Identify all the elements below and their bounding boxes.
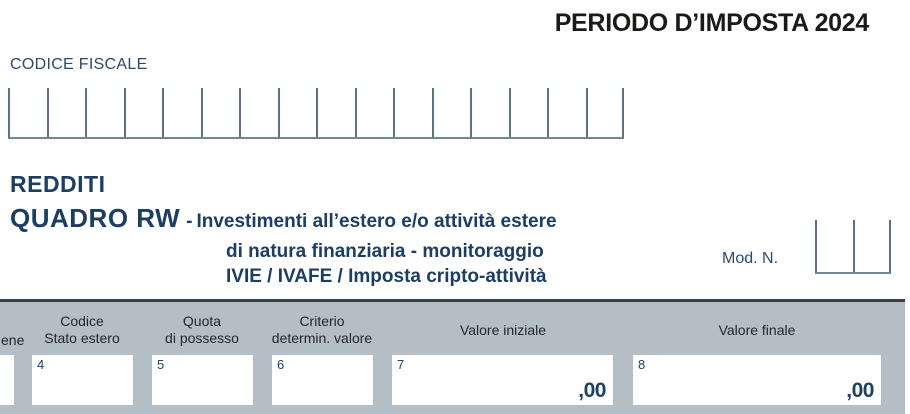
rw-table-header-band: ene Codice Stato estero 4 Quota di posse… xyxy=(0,299,905,414)
codice-fiscale-cell[interactable] xyxy=(8,88,47,137)
codice-fiscale-cell[interactable] xyxy=(123,88,163,137)
quadro-rw-subtitle-line2: di natura finanziaria - monitoraggio xyxy=(226,241,544,262)
decimal-suffix-valore-finale: ,00 xyxy=(846,379,874,402)
input-box-criterio-determin-valore[interactable]: 6 xyxy=(272,355,373,405)
input-box-valore-iniziale[interactable]: 7 ,00 xyxy=(392,355,613,405)
codice-fiscale-cell[interactable] xyxy=(470,88,509,137)
field-number-7: 7 xyxy=(397,357,405,372)
input-box-codice-stato-estero[interactable]: 4 xyxy=(32,355,133,405)
quadro-rw-subtitle-line3: IVIE / IVAFE / Imposta cripto-attività xyxy=(226,266,547,287)
codice-fiscale-cell[interactable] xyxy=(393,88,432,137)
input-box-valore-finale[interactable]: 8 ,00 xyxy=(633,355,881,405)
mod-n-cell[interactable] xyxy=(853,220,891,272)
quadro-rw-heading: QUADRO RW - Investimenti all’estero e/o at… xyxy=(10,203,557,234)
codice-fiscale-cell[interactable] xyxy=(585,88,624,137)
codice-fiscale-comb xyxy=(8,88,624,139)
input-box-quota-di-possesso[interactable]: 5 xyxy=(152,355,253,405)
periodo-imposta-title: PERIODO D’IMPOSTA 2024 xyxy=(554,9,870,37)
clipped-input-box[interactable] xyxy=(0,355,14,405)
mod-n-label: Mod. N. xyxy=(722,250,779,267)
field-number-5: 5 xyxy=(157,357,165,372)
codice-fiscale-cell[interactable] xyxy=(46,88,86,137)
codice-fiscale-cell[interactable] xyxy=(508,88,548,137)
mod-n-comb xyxy=(815,220,891,274)
mod-n-cell[interactable] xyxy=(815,220,853,272)
decimal-suffix-valore-iniziale: ,00 xyxy=(578,379,606,402)
quadro-rw-title: QUADRO RW xyxy=(10,203,181,233)
codice-fiscale-cell[interactable] xyxy=(431,88,471,137)
clipped-column-header-fragment: ene xyxy=(1,332,25,348)
codice-fiscale-cell[interactable] xyxy=(277,88,317,137)
quadro-rw-subtitle-line1: Investimenti all’estero e/o attività est… xyxy=(196,211,557,232)
column-header-valore-finale: Valore finale xyxy=(718,322,796,338)
redditi-heading: REDDITI xyxy=(10,171,106,197)
field-number-6: 6 xyxy=(277,357,285,372)
quadro-rw-dash: - xyxy=(186,211,193,232)
codice-fiscale-cell[interactable] xyxy=(162,88,201,137)
codice-fiscale-cell[interactable] xyxy=(354,88,394,137)
codice-fiscale-label: CODICE FISCALE xyxy=(10,56,148,73)
codice-fiscale-cell[interactable] xyxy=(200,88,240,137)
codice-fiscale-cell[interactable] xyxy=(239,88,278,137)
column-header-criterio-determin-valore: Criterio determin. valore xyxy=(271,313,373,346)
column-header-quota-di-possesso: Quota di possesso xyxy=(165,313,239,346)
column-header-valore-iniziale: Valore iniziale xyxy=(459,322,547,338)
codice-fiscale-cell[interactable] xyxy=(85,88,124,137)
column-header-codice-stato-estero: Codice Stato estero xyxy=(44,313,120,346)
field-number-8: 8 xyxy=(638,357,646,372)
codice-fiscale-cell[interactable] xyxy=(547,88,586,137)
field-number-4: 4 xyxy=(37,357,45,372)
codice-fiscale-cell[interactable] xyxy=(316,88,355,137)
